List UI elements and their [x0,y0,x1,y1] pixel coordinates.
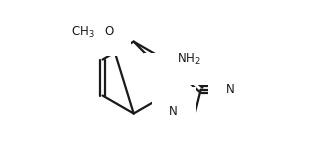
Text: O: O [104,25,113,38]
Text: CH$_3$: CH$_3$ [71,25,95,40]
Text: N: N [169,105,178,118]
Text: N: N [226,83,235,96]
Text: N: N [162,70,171,83]
Text: NH$_2$: NH$_2$ [177,52,201,67]
